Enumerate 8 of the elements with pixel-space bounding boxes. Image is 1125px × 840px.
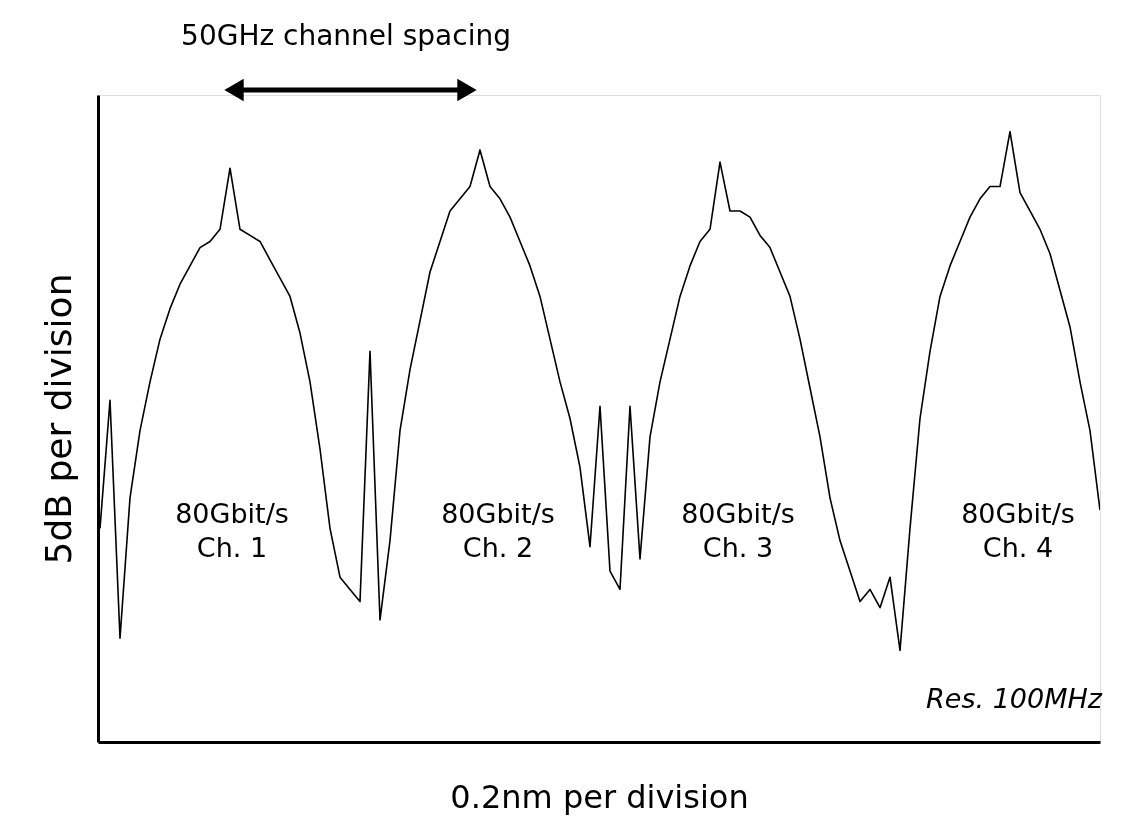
annotation: Res. 100MHz (926, 683, 1103, 714)
x-axis-title: 0.2nm per division (450, 777, 749, 816)
annotation: 80Gbit/s Ch. 4 (961, 498, 1075, 563)
text: 50GHz channel spacing (181, 19, 511, 52)
annotation: 80Gbit/s Ch. 3 (681, 498, 795, 563)
annotation: 80Gbit/s Ch. 2 (441, 498, 555, 563)
annotation: 80Gbit/s Ch. 1 (175, 498, 289, 563)
y-axis-title: 5dB per division (37, 273, 79, 565)
